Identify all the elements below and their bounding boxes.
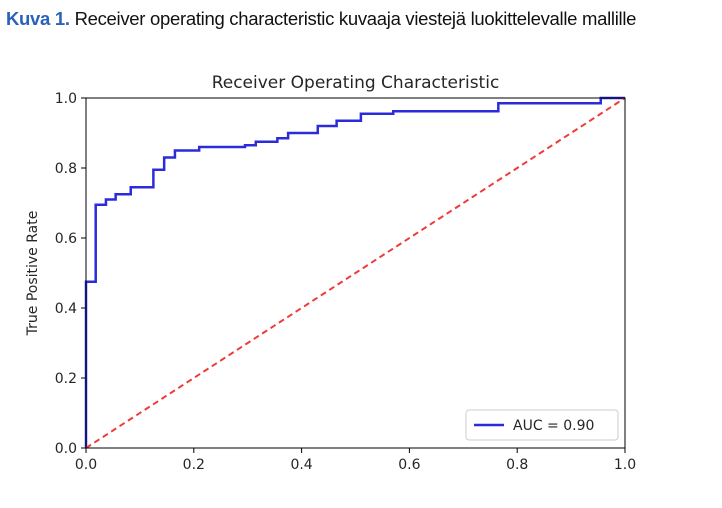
- y-axis-label: True Positive Rate: [25, 211, 41, 337]
- y-tick-label: 0.4: [55, 301, 77, 317]
- y-tick-label: 0.0: [55, 441, 77, 457]
- diagonal-reference-line: [85, 97, 626, 449]
- y-tick-label: 0.2: [55, 371, 77, 387]
- chart-title: Receiver Operating Characteristic: [212, 73, 500, 93]
- y-tick-label: 0.8: [55, 161, 77, 177]
- caption-label: Kuva 1.: [6, 8, 70, 29]
- legend-label: AUC = 0.90: [513, 418, 594, 434]
- x-tick-label: 1.0: [614, 457, 636, 473]
- axis-ticks: 0.0 0.2 0.4 0.6 0.8 1.0 0.0 0.2 0.4 0.6 0.8 1.0: [55, 91, 636, 473]
- x-tick-label: 0.4: [290, 457, 312, 473]
- caption-text: Receiver operating characteristic kuvaaj…: [74, 8, 637, 29]
- x-tick-label: 0.8: [506, 457, 528, 473]
- x-tick-label: 0.0: [75, 457, 97, 473]
- figure-caption: Kuva 1. Receiver operating characteristi…: [6, 8, 636, 30]
- legend-box: [465, 409, 619, 441]
- y-tick-label: 1.0: [55, 91, 77, 107]
- x-tick-label: 0.2: [183, 457, 205, 473]
- legend: AUC = 0.90: [465, 409, 619, 441]
- plot-frame: [85, 97, 626, 449]
- x-tick-label: 0.6: [398, 457, 420, 473]
- roc-curve-line: [84, 96, 625, 448]
- y-tick-label: 0.6: [55, 231, 77, 247]
- series-layer: [84, 96, 626, 449]
